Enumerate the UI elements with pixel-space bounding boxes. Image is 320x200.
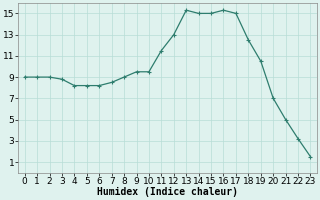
X-axis label: Humidex (Indice chaleur): Humidex (Indice chaleur) — [97, 187, 238, 197]
